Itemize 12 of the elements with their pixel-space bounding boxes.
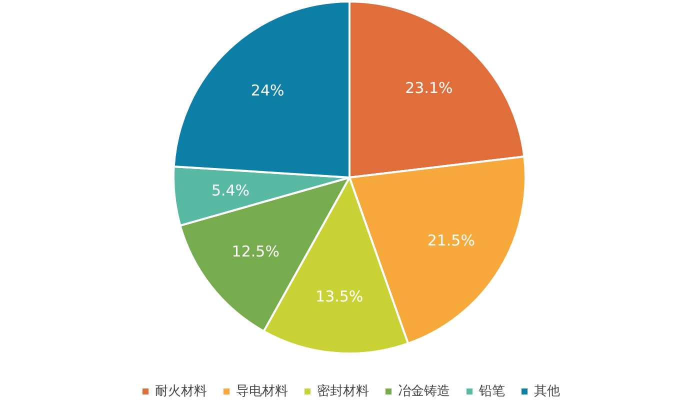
legend-label: 冶金铸造 xyxy=(398,383,450,400)
legend-label: 密封材料 xyxy=(317,383,369,400)
legend-label: 其他 xyxy=(534,383,560,400)
data-label: 13.5% xyxy=(316,288,364,306)
data-label: 5.4% xyxy=(211,181,250,200)
legend-label: 耐火材料 xyxy=(155,383,207,400)
legend-label: 导电材料 xyxy=(236,383,288,400)
data-label: 24% xyxy=(250,81,284,100)
data-label: 23.1% xyxy=(405,78,453,97)
legend-label: 铅笔 xyxy=(479,383,505,400)
data-label: 12.5% xyxy=(232,242,280,261)
data-label: 21.5% xyxy=(427,232,475,250)
